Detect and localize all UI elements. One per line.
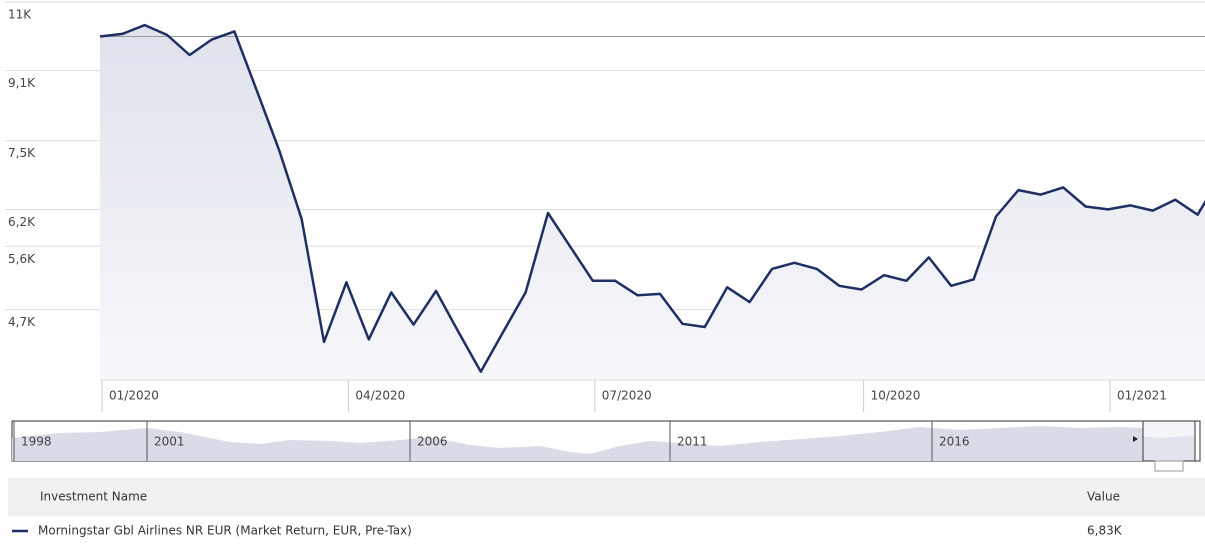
x-tick-label: 01/2021 bbox=[1117, 389, 1167, 403]
plot-area bbox=[5, 1, 1205, 380]
navigator-labels: 1998 2001 2006 2011 2016 bbox=[13, 421, 970, 461]
navigator-label: 2011 bbox=[677, 435, 708, 449]
navigator-arrow bbox=[1133, 436, 1138, 442]
navigator-area bbox=[12, 426, 1143, 461]
x-tick-label: 07/2020 bbox=[602, 389, 652, 403]
navigator-selection[interactable] bbox=[1142, 420, 1196, 462]
y-tick-label: 4,7K bbox=[8, 315, 36, 329]
table-header-cell: Investment Name bbox=[40, 490, 147, 504]
navigator-label: 2006 bbox=[417, 435, 448, 449]
table-cell: 6,83K bbox=[1087, 524, 1123, 538]
x-tick-label: 10/2020 bbox=[871, 389, 921, 403]
x-tick-label: 01/2020 bbox=[109, 389, 159, 403]
y-tick-label: 5,6K bbox=[8, 252, 36, 266]
series-line bbox=[99, 23, 1205, 373]
y-tick-label: 7,5K bbox=[8, 146, 36, 160]
y-tick-label: 9,1K bbox=[8, 76, 36, 90]
navigator-label: 2001 bbox=[154, 435, 185, 449]
legend-entry: Morningstar Gbl Airlines NR EUR (Market … bbox=[38, 524, 412, 538]
series-area bbox=[100, 25, 1205, 380]
navigator-scroll-handle[interactable] bbox=[1154, 460, 1184, 472]
navigator-label: 2016 bbox=[939, 435, 970, 449]
x-tick-label: 04/2020 bbox=[355, 389, 405, 403]
table-header bbox=[8, 478, 1205, 516]
navigator-label: 1998 bbox=[21, 435, 52, 449]
y-tick-label: 6,2K bbox=[8, 215, 36, 229]
x-axis-labels: 01/2020 04/2020 07/2020 10/2020 01/2021 bbox=[101, 380, 1167, 412]
table-header-cell: Value bbox=[1087, 490, 1120, 504]
y-tick-label: 11K bbox=[8, 7, 32, 21]
